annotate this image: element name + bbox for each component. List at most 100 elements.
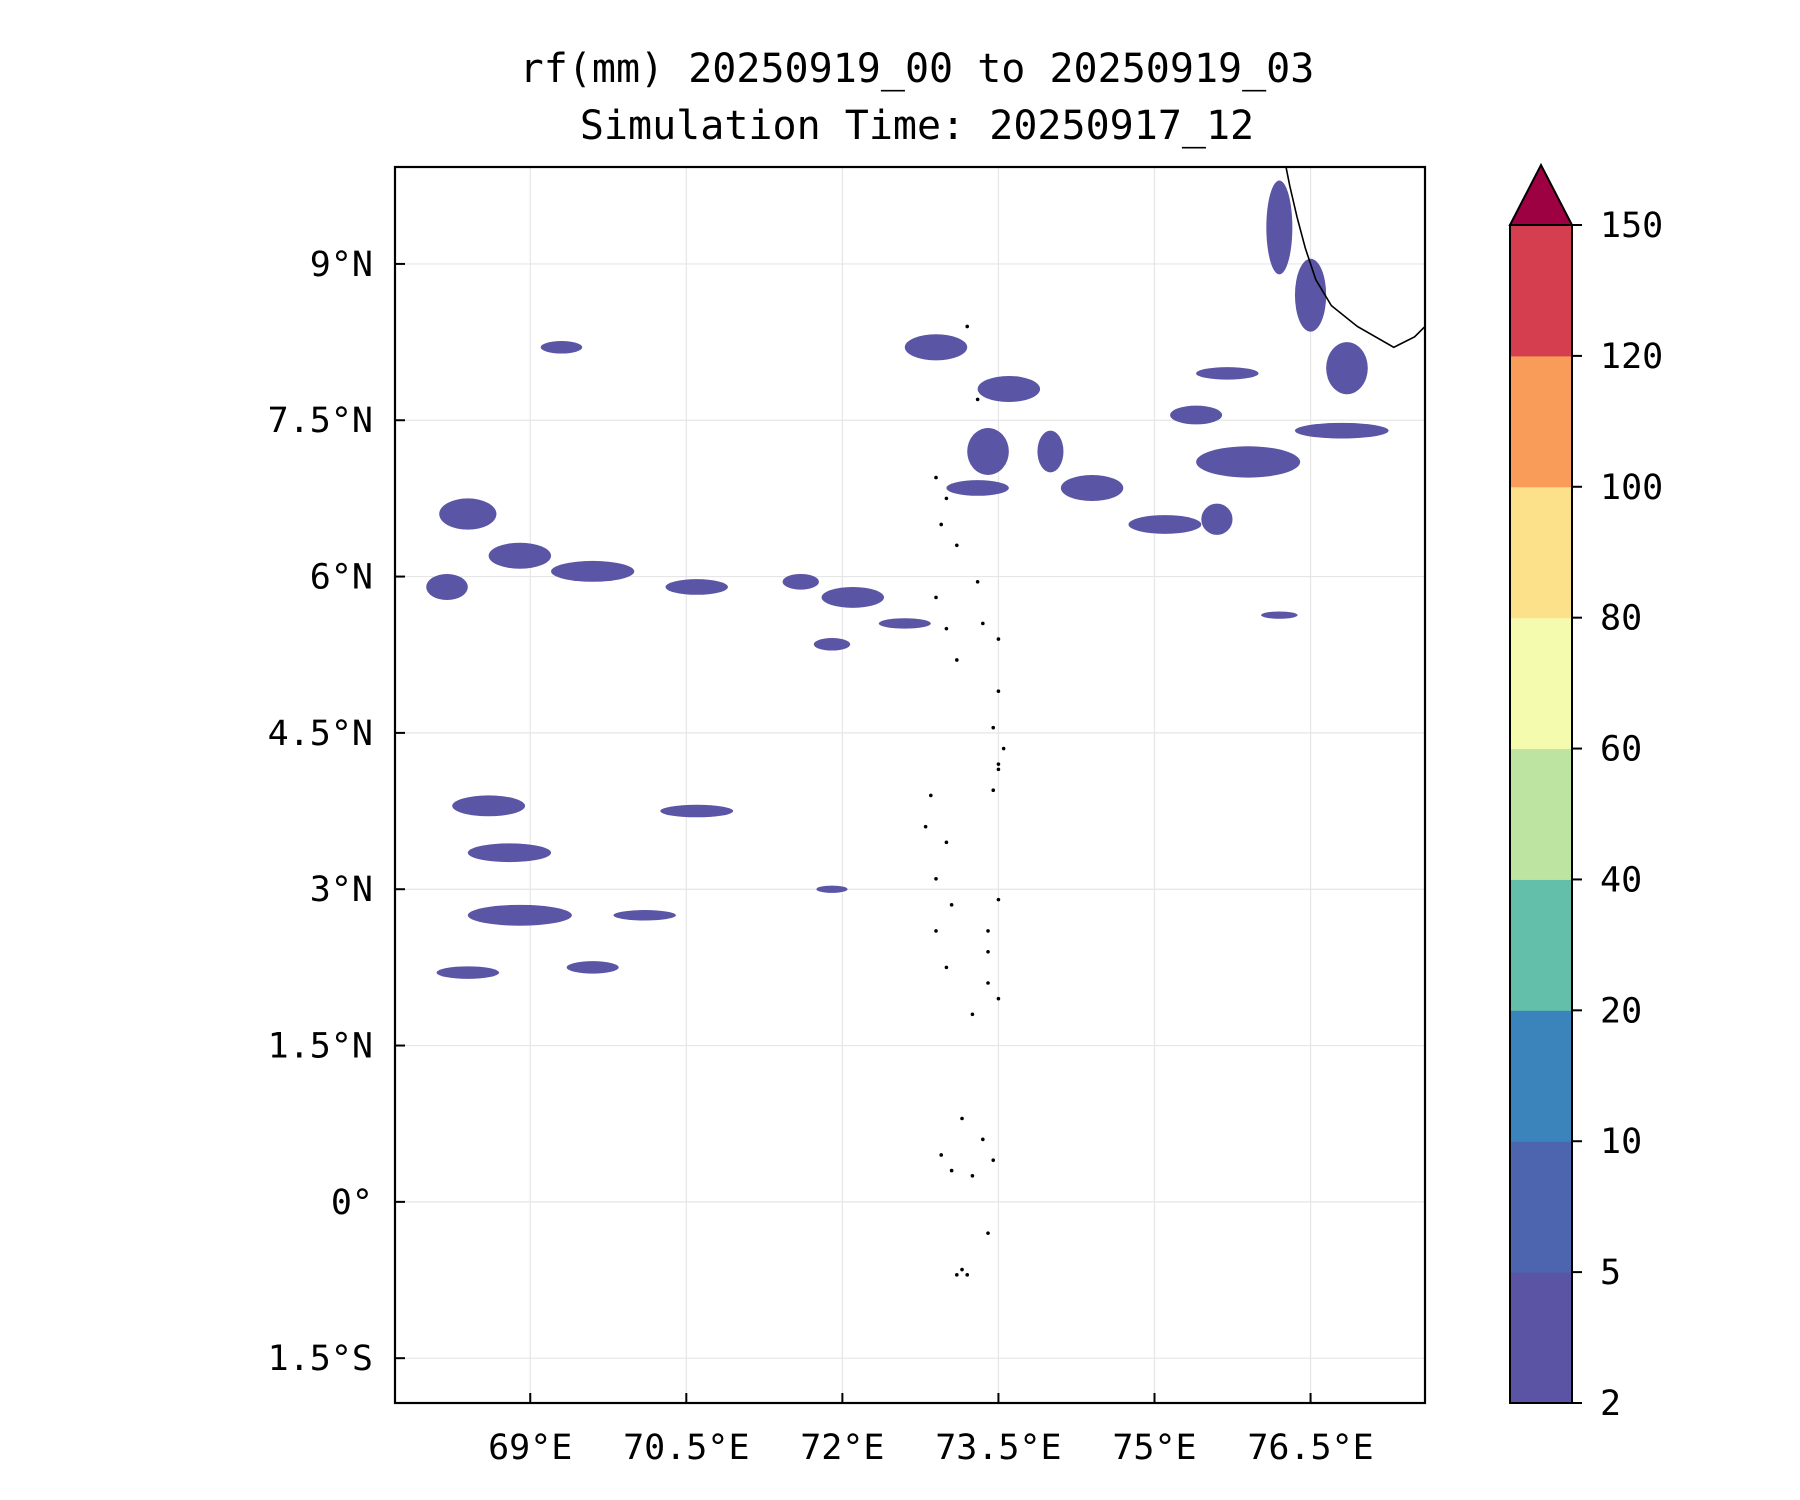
rain-patch xyxy=(816,885,848,893)
island-dot xyxy=(960,1116,964,1121)
island-dot xyxy=(949,1168,954,1173)
island-dot xyxy=(923,824,928,829)
x-tick-label: 70.5°E xyxy=(623,1428,749,1468)
rain-patch xyxy=(1170,405,1223,425)
rain-patch xyxy=(551,560,635,582)
island-dot xyxy=(996,762,1001,766)
island-dot xyxy=(970,1174,975,1178)
island-dot xyxy=(934,876,938,881)
island-dot xyxy=(996,767,1001,772)
island-dot xyxy=(986,981,990,985)
island-dot xyxy=(965,1273,970,1277)
island-dot xyxy=(996,689,1001,694)
rain-patch xyxy=(1261,611,1298,619)
rain-patch xyxy=(1196,446,1301,478)
rain-patch xyxy=(1266,180,1293,275)
rain-patch xyxy=(467,904,572,926)
x-axis-ticks: 69°E 70.5°E 72°E 73.5°E 75°E 76.5°E xyxy=(488,1393,1374,1468)
colorbar-tick-label: 80 xyxy=(1600,599,1642,639)
x-tick-label: 76.5°E xyxy=(1247,1428,1373,1468)
colorbar-segment xyxy=(1510,1272,1572,1404)
rain-patch xyxy=(426,573,468,601)
island-dot xyxy=(934,595,938,600)
island-dot xyxy=(996,637,1001,641)
island-dot xyxy=(975,579,980,584)
rain-patch xyxy=(821,586,884,608)
rain-patch xyxy=(467,843,552,863)
map-frame xyxy=(393,165,1427,1405)
rain-patch xyxy=(904,334,968,361)
rain-patch xyxy=(813,638,851,651)
rain-patch xyxy=(1326,342,1368,395)
rain-patch xyxy=(878,618,931,629)
rain-patch xyxy=(1128,515,1202,534)
title-line-2: Simulation Time: 20250917_12 xyxy=(580,103,1254,149)
colorbar-segment xyxy=(1510,1141,1572,1273)
y-tick-label: 1.5°N xyxy=(268,1027,373,1067)
rain-patch xyxy=(967,428,1009,475)
colorbar-segment xyxy=(1510,617,1572,750)
coastline-path xyxy=(1285,167,1425,349)
x-tick-label: 75°E xyxy=(1112,1428,1196,1468)
rain-patch xyxy=(439,498,497,530)
colorbar-tick-label: 120 xyxy=(1600,337,1663,377)
y-axis-ticks: 9°N 7.5°N 6°N 4.5°N 3°N 1.5°N 0° 1.5°S xyxy=(268,245,405,1379)
y-tick-label: 0° xyxy=(331,1183,373,1223)
colorbar-tick-label: 150 xyxy=(1600,206,1663,246)
colorbar-tick-label: 5 xyxy=(1600,1253,1621,1293)
y-tick-label: 4.5°N xyxy=(268,714,373,754)
island-dot xyxy=(960,1267,964,1272)
colorbar-tick-label: 10 xyxy=(1600,1122,1642,1162)
colorbar: 2 5 10 20 40 60 80 100 120 150 xyxy=(1508,162,1663,1424)
island-dot xyxy=(949,903,954,907)
title-line-1: rf(mm) 20250919_00 to 20250919_03 xyxy=(520,46,1315,92)
y-tick-label: 9°N xyxy=(310,245,373,285)
x-tick-label: 72°E xyxy=(800,1428,884,1468)
colorbar-segment xyxy=(1510,748,1572,880)
rain-patch xyxy=(1294,258,1327,332)
island-dot xyxy=(996,996,1001,1001)
y-tick-label: 7.5°N xyxy=(268,401,373,441)
rain-patch xyxy=(436,966,500,979)
colorbar-tick-label: 40 xyxy=(1600,860,1642,900)
colorbar-segment xyxy=(1510,486,1572,619)
island-dot xyxy=(975,397,980,402)
island-dot xyxy=(944,626,949,631)
island-dot xyxy=(986,929,990,933)
colorbar-segment xyxy=(1510,225,1572,357)
island-dot xyxy=(981,1137,985,1142)
rain-patch xyxy=(540,341,583,354)
colorbar-tick-label: 20 xyxy=(1600,991,1642,1031)
island-dot xyxy=(970,1012,975,1017)
rain-patch xyxy=(488,542,552,569)
colorbar-segment xyxy=(1510,1010,1572,1142)
island-dot xyxy=(986,949,990,954)
gridlines xyxy=(395,167,1425,1403)
rainfall-contours xyxy=(426,180,1389,979)
rain-patch xyxy=(1060,474,1124,502)
colorbar-tick-label: 60 xyxy=(1600,730,1642,770)
rain-patch xyxy=(1294,422,1389,439)
island-dot xyxy=(1001,746,1006,751)
island-dot xyxy=(944,965,949,970)
rain-patch xyxy=(1196,367,1259,380)
rain-patch xyxy=(665,579,728,595)
island-dot xyxy=(991,788,996,793)
rain-patch xyxy=(946,480,1009,496)
y-tick-label: 6°N xyxy=(310,558,373,598)
island-outlines xyxy=(923,324,1006,1277)
rain-patch xyxy=(1201,503,1233,535)
island-dot xyxy=(955,1273,959,1277)
coastline xyxy=(1285,167,1425,349)
colorbar-outline xyxy=(1509,224,1573,1404)
island-dot xyxy=(944,840,949,845)
island-dot xyxy=(944,496,949,501)
colorbar-extend-arrow xyxy=(1508,162,1574,226)
x-tick-label: 73.5°E xyxy=(935,1428,1061,1468)
colorbar-segment xyxy=(1510,879,1572,1011)
colorbar-segment xyxy=(1510,355,1572,488)
island-dot xyxy=(934,475,938,480)
island-dot xyxy=(934,929,938,933)
island-dot xyxy=(955,543,959,548)
